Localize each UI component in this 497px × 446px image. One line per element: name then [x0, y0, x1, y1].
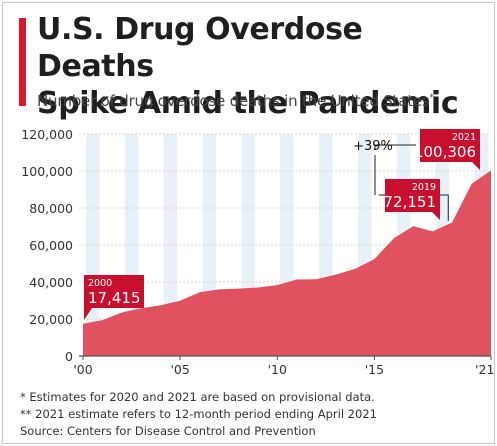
- y-tick-label: 20,000: [29, 312, 73, 327]
- overdose-deaths-area: [83, 170, 491, 356]
- callout-2019-box: [385, 179, 440, 212]
- y-tick-label: 80,000: [29, 201, 73, 216]
- y-tick-label: 0: [65, 349, 73, 364]
- callout-2021-year: 2021: [452, 132, 476, 143]
- footnote-provisional: * Estimates for 2020 and 2021 are based …: [20, 390, 375, 404]
- year-stripe: [163, 134, 178, 356]
- callout-2019-year: 2019: [412, 182, 436, 193]
- callout-2021-value: 100,306: [414, 143, 476, 161]
- callout-2019-value: 72,151: [384, 193, 437, 211]
- y-tick-label: 100,000: [21, 164, 73, 179]
- source-note: Source: Centers for Disease Control and …: [20, 424, 316, 438]
- title-line-2: Spike Amid the Pandemic: [37, 86, 459, 121]
- callout-2000-box: [84, 275, 144, 308]
- chart-subtitle: Number of drug overdose deaths in the Un…: [37, 92, 434, 110]
- y-tick-label: 120,000: [21, 127, 73, 142]
- title-line-1: U.S. Drug Overdose Deaths: [37, 12, 363, 84]
- overdose-area-chart: 0 20,000 40,000 60,000 80,000 100,000 120,000 '…: [21, 127, 495, 377]
- callout-2021-pointer: [472, 162, 480, 170]
- footnote-2021-period: ** 2021 estimate refers to 12-month peri…: [20, 407, 377, 421]
- footnotes: * Estimates for 2020 and 2021 are based …: [20, 389, 377, 440]
- subtitle-text: Number of drug overdose deaths in the Un…: [37, 92, 430, 110]
- callout-2000-value: 17,415: [88, 289, 141, 307]
- callout-2000-year: 2000: [88, 278, 112, 289]
- callout-2021-box: [420, 129, 480, 162]
- y-tick-label: 60,000: [29, 238, 73, 253]
- callout-2019-pointer: [432, 212, 440, 220]
- change-label: +39%: [353, 139, 393, 154]
- x-tick-label: '05: [170, 362, 189, 377]
- subtitle-footnote-mark: *: [429, 93, 435, 103]
- x-tick-label: '10: [268, 362, 287, 377]
- title-accent-bar: [19, 18, 26, 106]
- x-tick-label: '00: [73, 362, 92, 377]
- change-bracket-top: [374, 144, 416, 150]
- x-tick-label: '21**: [475, 362, 495, 377]
- callout-2000-pointer: [84, 308, 92, 320]
- x-tick-label: '15: [365, 362, 384, 377]
- chart-title: U.S. Drug Overdose Deaths Spike Amid the…: [37, 11, 487, 122]
- y-tick-label: 40,000: [29, 275, 73, 290]
